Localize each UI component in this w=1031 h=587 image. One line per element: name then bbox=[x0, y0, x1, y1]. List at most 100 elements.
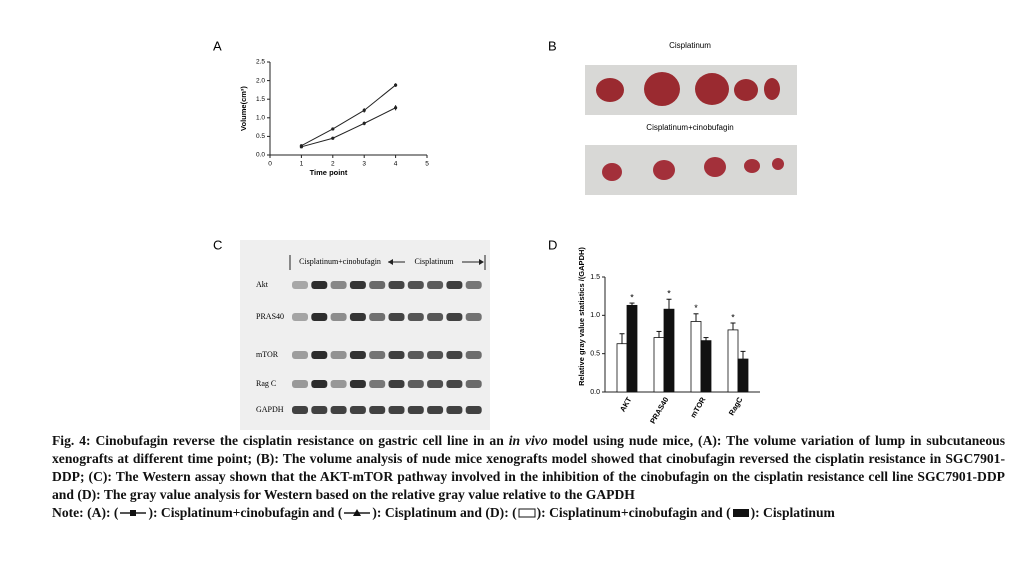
caption-text: Fig. 4: Cinobufagin reverse the cisplati… bbox=[52, 433, 509, 448]
panel-label: A bbox=[213, 38, 222, 53]
photo-label: Cisplatinum bbox=[669, 41, 711, 50]
note-text: Note: (A): ( bbox=[52, 505, 119, 520]
blot-band bbox=[311, 380, 328, 388]
y-tick-label: 1.5 bbox=[256, 96, 265, 103]
note-text: ): Cisplatinum+cinobufagin and ( bbox=[148, 505, 343, 520]
point bbox=[331, 136, 335, 140]
blot-band bbox=[349, 281, 366, 289]
blot-band bbox=[349, 351, 366, 359]
arrow-head bbox=[479, 259, 484, 265]
blot-band bbox=[407, 380, 424, 388]
point bbox=[394, 106, 398, 110]
x-tick-label: mTOR bbox=[688, 395, 707, 419]
significance: * bbox=[694, 303, 698, 313]
note-text: ): Cisplatinum and (D): ( bbox=[372, 505, 517, 520]
blot-band bbox=[369, 313, 386, 321]
blot-band bbox=[292, 406, 308, 414]
bar bbox=[690, 321, 702, 393]
panel-label: B bbox=[548, 38, 557, 53]
blot-band bbox=[369, 281, 386, 289]
y-tick-label: 0.5 bbox=[590, 351, 600, 358]
blot-band bbox=[465, 351, 482, 359]
y-tick-label: 1.0 bbox=[256, 115, 265, 122]
blot-band bbox=[369, 406, 386, 414]
blot-band bbox=[446, 313, 463, 321]
blot-band bbox=[427, 406, 444, 414]
caption-italic: in vivo bbox=[508, 433, 548, 448]
bar bbox=[663, 308, 675, 393]
bar bbox=[616, 343, 628, 393]
panel-label: C bbox=[213, 237, 222, 252]
bar bbox=[700, 340, 712, 393]
x-tick-label: PRAS40 bbox=[648, 395, 670, 425]
series-line bbox=[301, 84, 396, 147]
blot-band bbox=[465, 313, 482, 321]
significance: * bbox=[667, 289, 671, 299]
y-axis-label: Volume(cm³) bbox=[239, 86, 248, 131]
x-tick-label: 1 bbox=[300, 161, 304, 168]
blot-band bbox=[311, 406, 328, 414]
blot-band bbox=[349, 313, 366, 321]
blot-band bbox=[292, 351, 308, 359]
filled-bar-symbol bbox=[732, 509, 749, 517]
x-tick-label: 0 bbox=[268, 161, 272, 168]
group-label: Cisplatinum+cinobufagin bbox=[299, 257, 381, 266]
significance: * bbox=[630, 292, 634, 302]
blot-band bbox=[311, 281, 328, 289]
blot-band bbox=[292, 380, 308, 388]
blot-band bbox=[427, 351, 444, 359]
x-tick-label: 3 bbox=[362, 161, 366, 168]
y-tick-label: 1.5 bbox=[590, 274, 600, 281]
x-tick-label: RagC bbox=[727, 395, 745, 417]
x-tick-label: 2 bbox=[331, 161, 335, 168]
x-axis-label: Time point bbox=[310, 168, 348, 177]
blot-band bbox=[446, 351, 463, 359]
blot-band bbox=[330, 351, 347, 359]
blot-band bbox=[330, 281, 347, 289]
tumors bbox=[596, 72, 780, 106]
y-tick-label: 0.0 bbox=[590, 389, 600, 396]
y-tick-label: 0.5 bbox=[256, 133, 265, 140]
blot-band bbox=[427, 281, 444, 289]
note-text: ): Cisplatinum bbox=[750, 505, 835, 520]
blot-band bbox=[311, 351, 328, 359]
point bbox=[362, 108, 366, 112]
blot-band bbox=[407, 351, 424, 359]
y-tick-label: 0.0 bbox=[256, 152, 265, 159]
blot-row-label: PRAS40 bbox=[256, 312, 284, 321]
blot-band bbox=[427, 380, 444, 388]
blot-band bbox=[369, 351, 386, 359]
blot-band bbox=[465, 380, 482, 388]
x-tick-label: 5 bbox=[425, 161, 429, 168]
blot-band bbox=[388, 380, 405, 388]
blot-band bbox=[388, 313, 405, 321]
blot-band bbox=[388, 351, 405, 359]
bar bbox=[727, 329, 739, 393]
blot-band bbox=[388, 281, 405, 289]
blot-band bbox=[465, 281, 482, 289]
blot-band bbox=[446, 281, 463, 289]
note-text: ): Cisplatinum+cinobufagin and ( bbox=[536, 505, 731, 520]
group-label: Cisplatinum bbox=[414, 257, 454, 266]
caption: Fig. 4: Cinobufagin reverse the cisplati… bbox=[52, 432, 1005, 522]
point bbox=[394, 83, 398, 87]
blot-row-label: Akt bbox=[256, 280, 269, 289]
blot-band bbox=[427, 313, 444, 321]
blot-band bbox=[330, 380, 347, 388]
figure: A B C D Cisplatinum Cisplatinum+cinobufa… bbox=[213, 38, 797, 430]
blot-band bbox=[349, 406, 366, 414]
point bbox=[299, 145, 303, 149]
blot-row-label: Rag C bbox=[256, 379, 276, 388]
blot-band bbox=[292, 281, 308, 289]
y-tick-label: 1.0 bbox=[590, 312, 600, 319]
bar bbox=[737, 358, 749, 393]
panel-label: D bbox=[548, 237, 557, 252]
arrow-head bbox=[388, 259, 393, 265]
blot-band bbox=[349, 380, 366, 388]
bar bbox=[653, 337, 665, 393]
blot-band bbox=[407, 313, 424, 321]
x-tick-label: AKT bbox=[618, 395, 634, 413]
blot-band bbox=[292, 313, 308, 321]
significance: * bbox=[731, 312, 735, 322]
